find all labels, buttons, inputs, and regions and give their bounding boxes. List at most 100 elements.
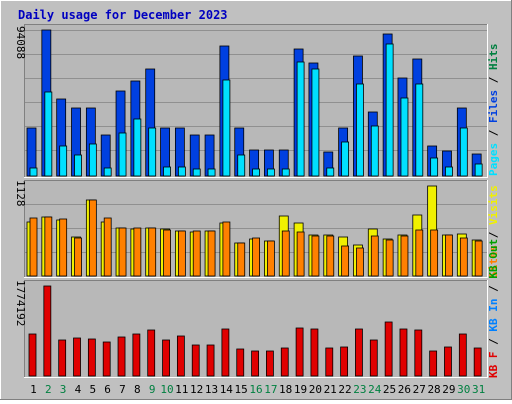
bar-kbout-day-7 [117,336,126,377]
bar-sites-day-31 [474,240,483,277]
bar-kbout-day-13 [206,344,215,377]
legend-sep-4: / [487,338,500,345]
day-axis-labels: 1 2 3 4 5 6 7 8 9 10 11 12 13 14 15 16 17 18 19 20 21 22 23 24 2… [30,383,485,396]
day-label-30: 30 [457,383,470,396]
day-label-19: 19 [294,383,307,396]
day-label-31: 31 [472,383,485,396]
day-label-5: 5 [89,383,96,396]
bar-kbout-day-6 [102,341,111,377]
bar-sites-day-19 [296,231,305,277]
bar-pages-day-19 [296,61,305,177]
bar-sites-day-16 [252,237,260,277]
day-label-6: 6 [104,383,111,396]
bar-kbout-day-14 [221,328,230,377]
bar-kbout-day-28 [429,350,438,377]
top-panel-max-label: 94088 [14,26,27,59]
bar-pages-day-12 [192,168,201,177]
bar-pages-day-25 [385,43,394,177]
bar-pages-day-26 [400,97,409,177]
legend-sep-2: / [487,76,500,83]
day-label-2: 2 [45,383,52,396]
day-label-4: 4 [75,383,82,396]
day-label-29: 29 [442,383,455,396]
day-label-7: 7 [119,383,126,396]
day-label-12: 12 [190,383,203,396]
bar-pages-day-23 [356,83,364,177]
bar-pages-day-28 [430,157,439,177]
legend-sep-3: / [487,231,500,238]
bar-pages-day-1 [29,167,38,177]
legend-bot: KB F / KB In / KB Out [487,239,500,378]
bar-pages-day-29 [445,166,453,177]
bar-sites-day-25 [385,239,394,277]
bar-sites-day-8 [133,227,142,277]
bar-marks [26,29,483,377]
bar-kbout-day-23 [355,328,363,377]
day-label-21: 21 [324,383,337,396]
bar-pages-day-14 [222,79,231,177]
day-label-28: 28 [427,383,440,396]
day-label-25: 25 [383,383,396,396]
bar-kbout-day-20 [310,328,319,377]
bar-pages-day-31 [474,163,483,177]
legend-sites: Sites [487,245,500,278]
bar-pages-day-16 [252,168,260,177]
bar-pages-day-2 [44,91,53,177]
legend-kbout: KB Out [487,239,500,279]
bar-sites-day-4 [74,237,82,277]
bar-sites-day-7 [118,227,127,277]
legend-sep-1: / [487,129,500,136]
bar-kbout-day-4 [73,337,81,377]
legend-pages: Pages [487,143,500,176]
bar-sites-day-27 [415,229,424,277]
bar-kbout-day-10 [162,339,170,377]
bar-kbout-day-16 [251,350,259,377]
day-label-8: 8 [134,383,141,396]
legend-visits: Visits [487,185,500,225]
day-label-15: 15 [235,383,248,396]
bar-pages-day-30 [459,127,468,177]
bar-pages-day-7 [118,132,127,177]
bar-kbout-day-17 [266,350,274,377]
bar-pages-day-22 [341,141,350,177]
bar-pages-day-8 [133,118,142,177]
bar-sites-day-21 [326,235,335,277]
bar-sites-day-18 [281,230,290,277]
bar-kbout-day-15 [236,348,245,377]
bar-sites-day-23 [356,247,364,277]
legend-mid: Sites / Visits [487,185,500,278]
bar-kbout-day-22 [340,346,349,377]
bar-kbout-day-3 [58,339,67,377]
bar-sites-day-1 [29,217,38,277]
bar-kbout-day-26 [399,328,408,377]
day-label-3: 3 [60,383,67,396]
legend-kbin: KB In [487,299,500,332]
bar-kbout-day-12 [191,344,200,377]
bar-sites-day-30 [459,237,468,277]
bar-kbout-day-18 [280,347,289,377]
bar-pages-day-10 [163,166,171,177]
bar-pages-day-18 [281,168,290,177]
bar-sites-day-20 [311,235,320,277]
bar-kbout-day-31 [473,347,482,377]
bar-pages-day-20 [311,68,320,177]
bar-kbout-day-2 [43,285,52,377]
bar-kbout-day-19 [295,327,304,377]
bar-pages-day-24 [370,125,379,177]
bar-kbout-day-30 [458,333,467,377]
bar-sites-day-17 [267,240,275,277]
bar-sites-day-5 [88,199,97,277]
legend-files: Files [487,90,500,123]
bar-pages-day-5 [88,143,97,177]
bar-sites-day-3 [59,218,68,277]
bar-pages-day-17 [267,168,275,177]
bar-sites-day-13 [207,230,216,277]
day-label-18: 18 [279,383,292,396]
day-label-16: 16 [249,383,262,396]
day-label-20: 20 [309,383,322,396]
bar-kbout-day-5 [87,338,96,377]
bar-kbout-day-27 [414,329,423,377]
mid-panel-max-label: 1128 [14,180,27,207]
bar-sites-day-26 [400,235,409,277]
day-label-10: 10 [160,383,173,396]
